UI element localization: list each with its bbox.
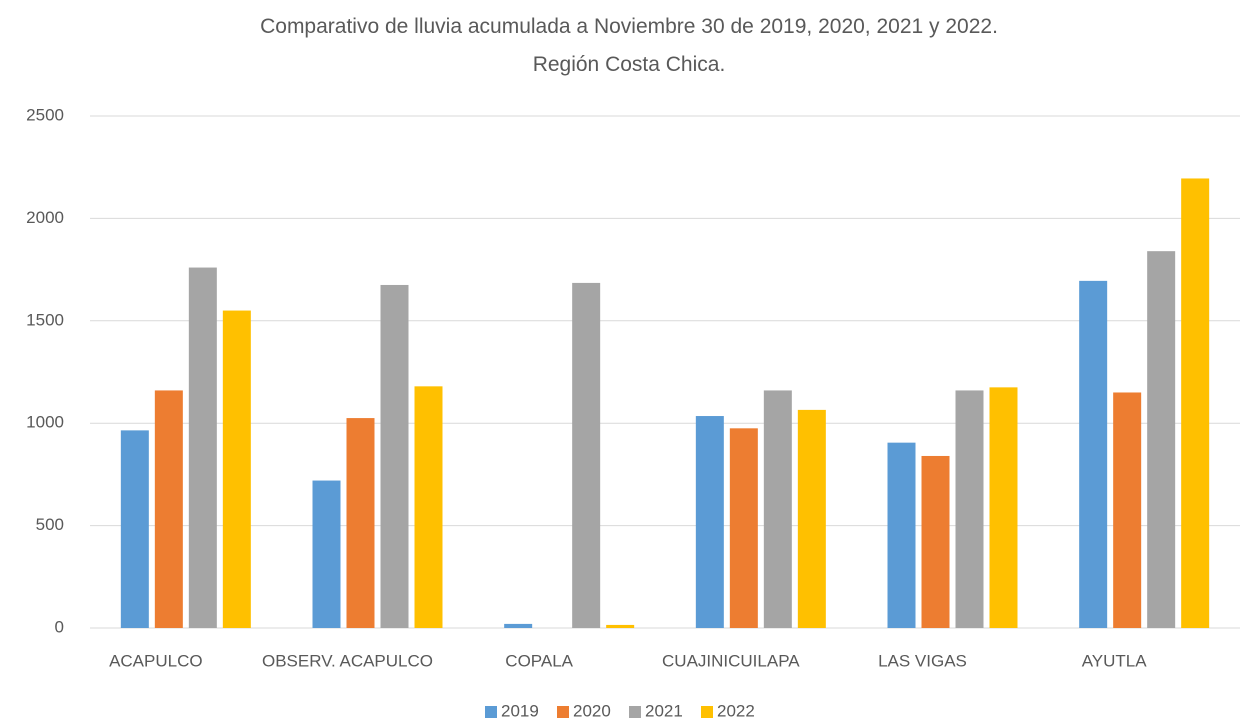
y-tick-label: 500	[36, 515, 64, 534]
bar	[955, 390, 984, 628]
y-tick-label: 0	[55, 617, 64, 636]
y-tick-label: 2000	[26, 208, 64, 227]
bar	[921, 455, 950, 628]
bar	[797, 409, 826, 628]
y-tick-label: 1000	[26, 413, 64, 432]
bar	[572, 282, 601, 628]
x-tick-label: AYUTLA	[1082, 651, 1148, 670]
legend-label: 2021	[645, 701, 683, 720]
bar	[504, 623, 533, 628]
bar	[312, 480, 341, 628]
y-tick-label: 2500	[26, 105, 64, 124]
legend-label: 2022	[717, 701, 755, 720]
chart-title: Comparativo de lluvia acumulada a Noviem…	[260, 15, 998, 76]
bar	[1181, 178, 1210, 629]
bar	[222, 310, 251, 628]
x-tick-label: OBSERV. ACAPULCO	[262, 651, 433, 670]
legend-label: 2020	[573, 701, 611, 720]
bar	[763, 390, 792, 628]
bar	[380, 284, 409, 628]
x-tick-label: CUAJINICUILAPA	[662, 651, 800, 670]
x-tick-label: COPALA	[505, 651, 573, 670]
legend-swatch	[485, 706, 497, 718]
x-tick-label: ACAPULCO	[109, 651, 203, 670]
bar	[606, 624, 635, 628]
bar	[188, 267, 217, 628]
bar	[154, 390, 183, 628]
bar	[414, 386, 443, 628]
bar	[1079, 280, 1108, 628]
bar	[1147, 251, 1176, 628]
bar	[729, 428, 758, 628]
bar	[120, 430, 149, 628]
y-tick-label: 1500	[26, 310, 64, 329]
bar	[887, 442, 916, 628]
legend-swatch	[629, 706, 641, 718]
legend-swatch	[701, 706, 713, 718]
bar	[346, 418, 375, 628]
legend-label: 2019	[501, 701, 539, 720]
bar	[989, 387, 1018, 628]
bar	[1113, 392, 1142, 628]
bar	[695, 416, 724, 628]
legend-swatch	[557, 706, 569, 718]
x-tick-label: LAS VIGAS	[878, 651, 967, 670]
